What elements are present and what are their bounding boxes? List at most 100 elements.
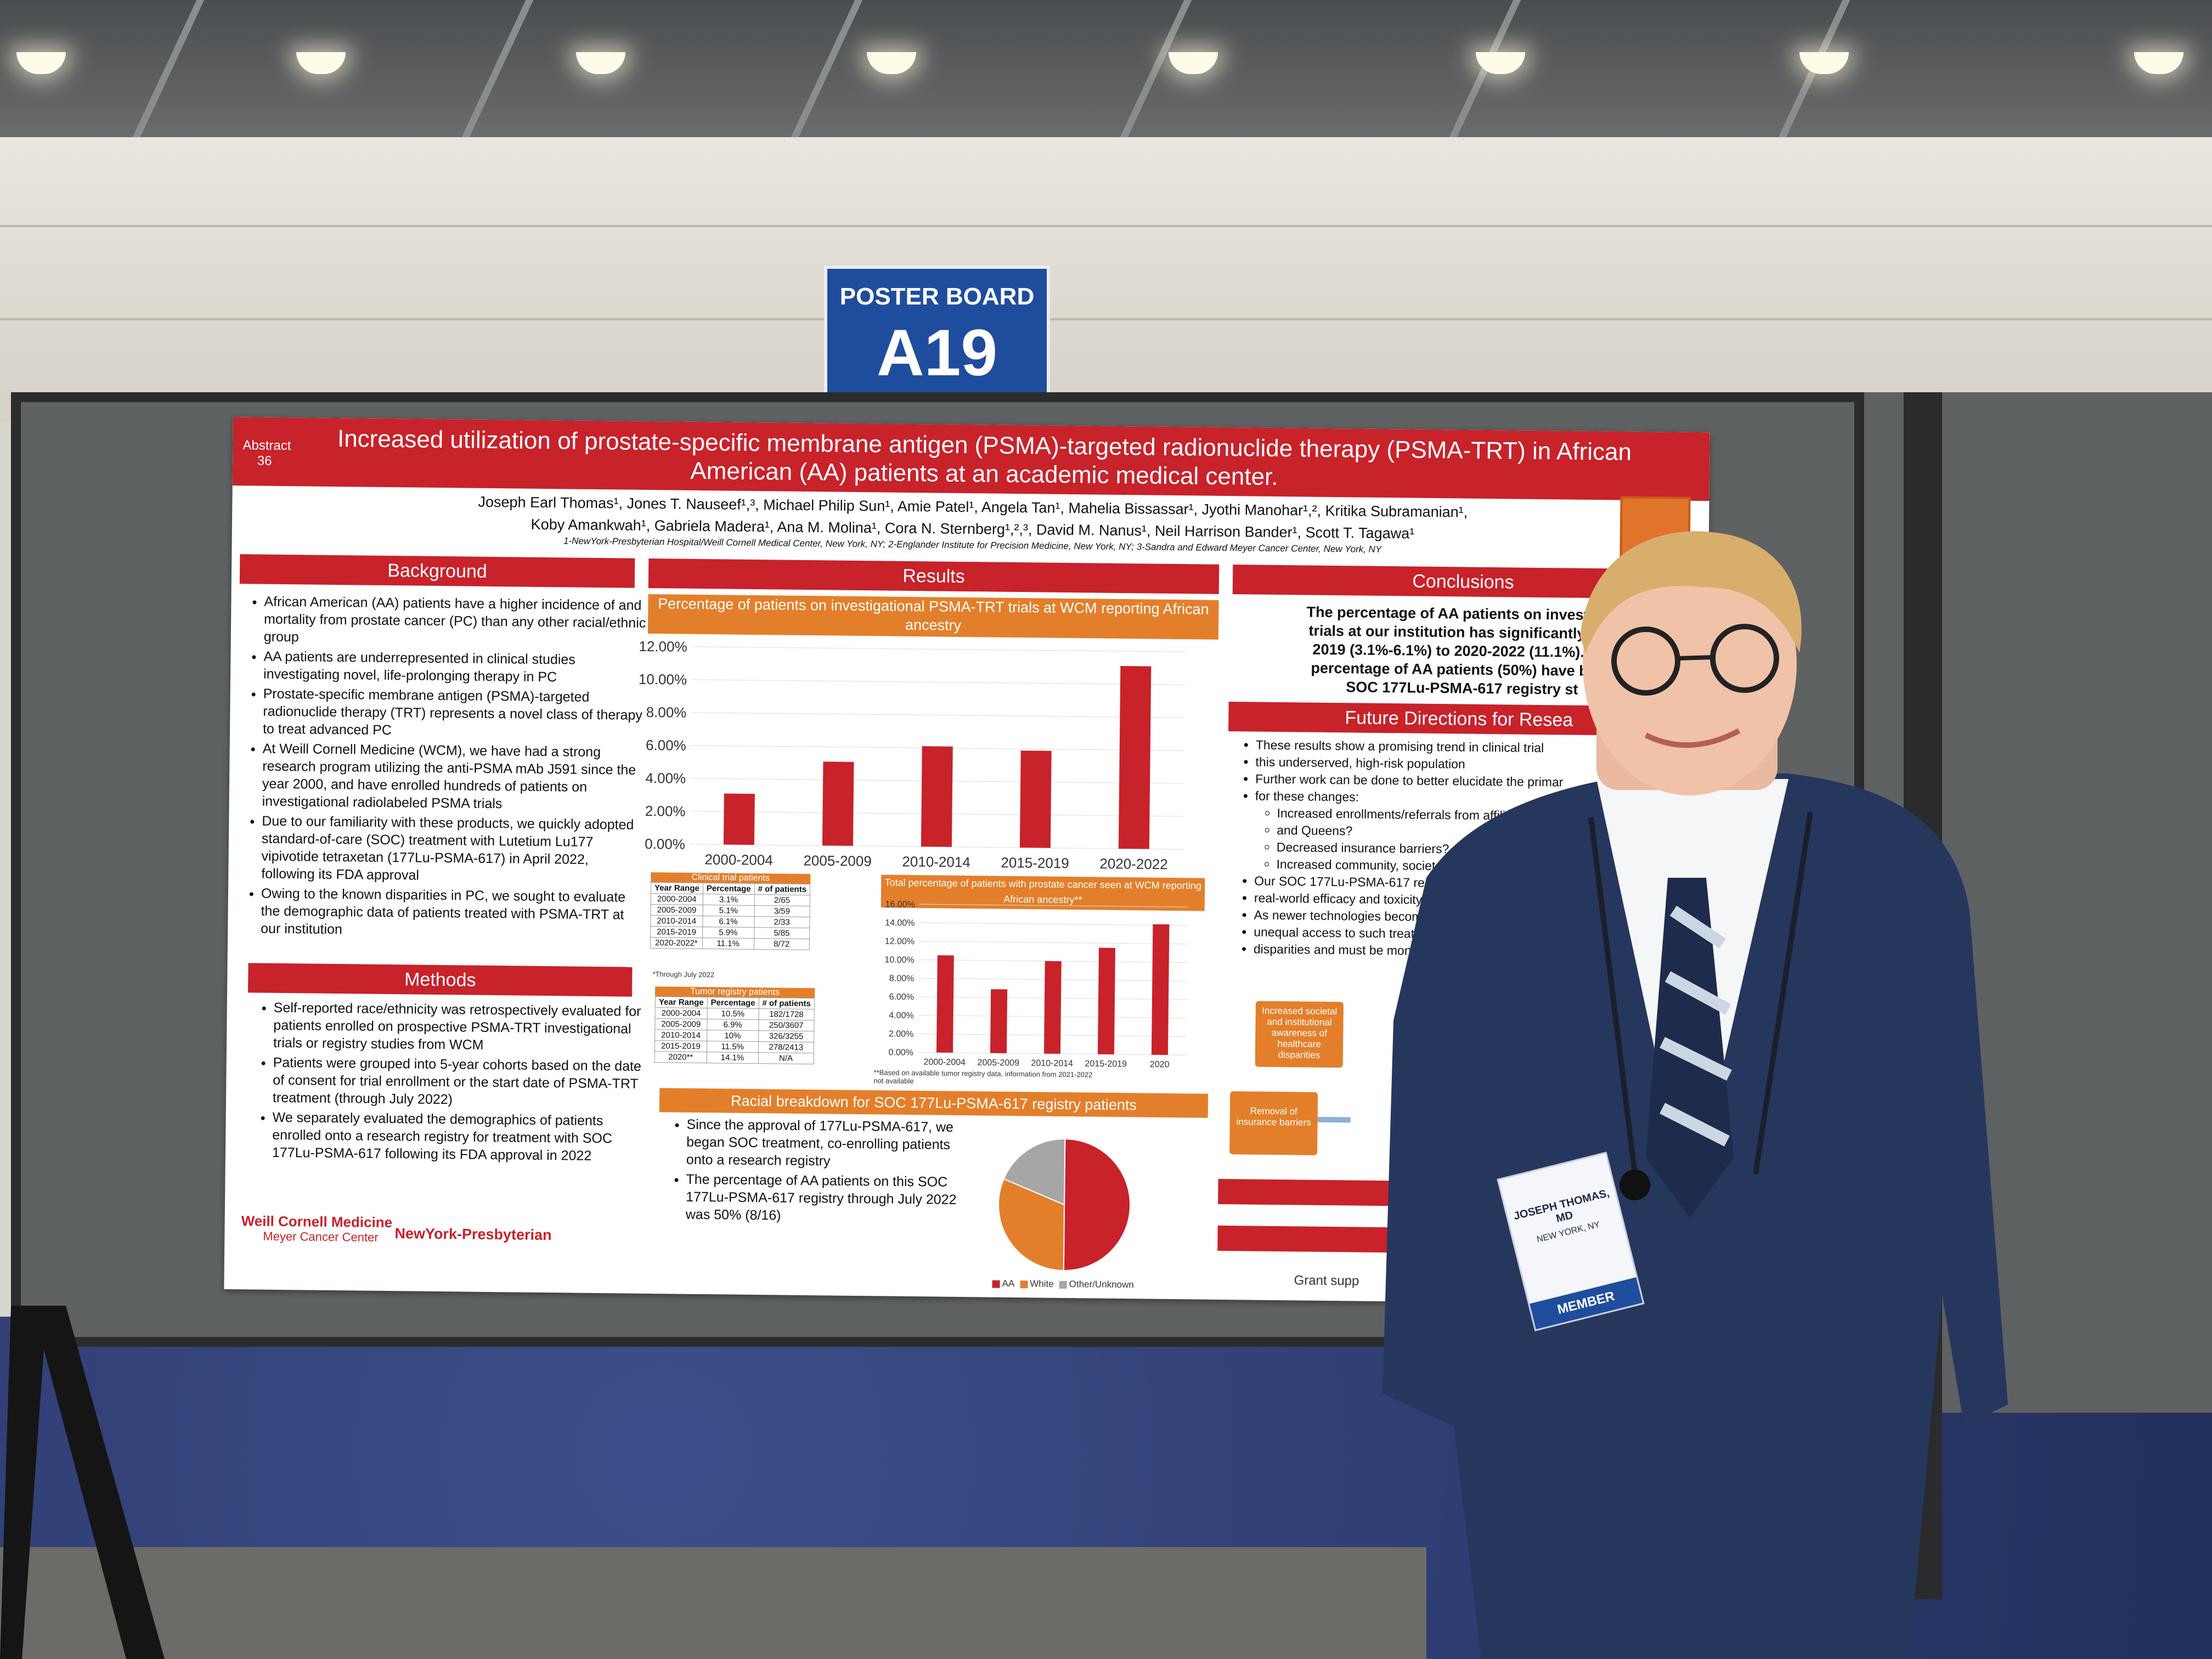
weill-cornell-logo: Weill Cornell Medicine [241, 1212, 393, 1231]
table-header-cell: Year Range [655, 996, 708, 1008]
x-tick-label: 2010-2014 [1031, 1059, 1073, 1069]
bar [990, 989, 1008, 1053]
x-tick-label: 2010-2014 [902, 853, 970, 870]
flow-arrow [1317, 1116, 1351, 1123]
bullet-item: Due to our familiarity with these produc… [261, 812, 646, 887]
ceiling [0, 0, 2212, 137]
chart2-footnote: **Based on available tumor registry data… [873, 1068, 1093, 1086]
table-cell: 8/72 [753, 938, 810, 950]
y-tick-label: 8.00% [889, 974, 915, 983]
table-cell: 2005-2009 [654, 1018, 707, 1030]
table-cell: 326/3255 [758, 1030, 814, 1042]
table-cell: 10.5% [707, 1008, 759, 1020]
ceiling-lamp [1169, 52, 1218, 74]
table-cell: 3/59 [754, 905, 810, 917]
x-tick-label: 2015-2019 [1085, 1059, 1127, 1069]
table-cell: N/A [758, 1052, 814, 1064]
bar [921, 746, 953, 847]
clinical-trial-table: Clinical trial patients Year Range Percen… [650, 872, 811, 950]
table-cell: 278/2413 [758, 1041, 814, 1053]
ceiling-lamp [1799, 52, 1849, 74]
y-tick-label: 10.00% [639, 671, 687, 688]
table-cell: 14.1% [706, 1052, 759, 1064]
table2-body: 2000-2004 10.5% 182/1728 2005-2009 6.9% 250/3… [654, 1007, 815, 1064]
y-tick-label: 6.00% [889, 992, 915, 1002]
ceiling-lamp [2134, 52, 2183, 74]
gridline [919, 922, 1188, 926]
racial-pie-chart [998, 1138, 1131, 1271]
bar [723, 793, 755, 845]
results-heading: Results [648, 558, 1220, 594]
lanyard [1588, 811, 1813, 1175]
sign-label: POSTER BOARD [839, 283, 1035, 310]
table-row: 2020** 14.1% N/A [654, 1051, 814, 1064]
bullet-item: We separately evaluated the demographics… [272, 1109, 651, 1165]
pie-slice [998, 1178, 1065, 1271]
table-cell: 2015-2019 [650, 926, 703, 938]
table-cell: 2015-2019 [654, 1040, 707, 1052]
table-cell: 5/85 [754, 927, 810, 939]
gridline [691, 712, 1185, 718]
x-tick-label: 2005-2009 [803, 852, 872, 869]
x-tick-label: 2000-2004 [923, 1058, 966, 1068]
table-cell: 11.5% [707, 1041, 759, 1053]
registry-bar-chart: 0.00% 2.00% 4.00% 6.00% 8.00% 10.00% 12.00% 14.… [884, 900, 1188, 1069]
research-poster: Abstract 36 Increased utilization of pro… [224, 417, 1710, 1305]
table-cell: 2020** [654, 1051, 707, 1063]
table1-footnote: *Through July 2022 [652, 970, 715, 979]
bullet-item: AA patients are underrepresented in clin… [263, 648, 648, 687]
poster-header: Abstract 36 Increased utilization of pro… [232, 417, 1710, 501]
table-cell: 2005-2009 [651, 904, 703, 916]
suit-jacket [1383, 774, 2008, 1659]
bullet-item: At Weill Cornell Medicine (WCM), we have… [262, 740, 646, 814]
y-tick-label: 10.00% [884, 955, 914, 965]
table-header-cell: # of patients [754, 883, 810, 895]
y-tick-label: 0.00% [645, 836, 685, 853]
table-cell: 5.1% [702, 905, 754, 917]
gridline [919, 904, 1188, 907]
table-row: 2020-2022* 11.1% 8/72 [650, 937, 810, 950]
pie-slice [1003, 1138, 1066, 1206]
x-tick-label: 2005-2009 [977, 1058, 1019, 1068]
sign-number: A19 [876, 316, 998, 390]
face [1583, 532, 1797, 795]
y-tick-label: 12.00% [885, 937, 915, 947]
bar [1097, 947, 1115, 1054]
table-cell: 11.1% [702, 938, 754, 950]
table-header-cell: # of patients [758, 997, 815, 1009]
y-tick-label: 0.00% [888, 1048, 913, 1057]
y-tick-label: 8.00% [646, 704, 687, 721]
easel-stand [0, 1306, 165, 1659]
table-cell: 2000-2004 [651, 893, 703, 905]
bullet-item: Self-reported race/ethnicity was retrosp… [273, 999, 652, 1056]
newyork-presbyterian-logo: NewYork-Presbyterian [394, 1225, 552, 1244]
bullet-item: Prostate-specific membrane antigen (PSMA… [263, 685, 647, 742]
chart1-title: Percentage of patients on investigationa… [647, 594, 1219, 640]
pie-legend: AA White Other/Unknown [986, 1278, 1134, 1290]
legend-swatch [992, 1280, 1000, 1288]
grant-support: Grant supp [1294, 1273, 1359, 1289]
y-tick-label: 4.00% [645, 770, 686, 787]
legend-label: White [1030, 1278, 1054, 1289]
x-tick-label: 2020 [1150, 1060, 1170, 1069]
table-cell: 5.9% [702, 927, 754, 939]
flow-box-awareness: Increased societal and institutional awa… [1255, 1001, 1344, 1068]
table-cell: 250/3607 [758, 1019, 814, 1031]
ceiling-lamp [296, 52, 346, 74]
bullet-item: Since the approval of 177Lu-PSMA-617, we… [686, 1116, 961, 1171]
bar [1151, 924, 1170, 1055]
background-list: African American (AA) patients have a hi… [239, 592, 648, 944]
table-cell: 10% [707, 1030, 759, 1042]
bar [1043, 961, 1062, 1054]
ceiling-truss [791, 0, 863, 137]
ceiling-lamp [16, 52, 66, 74]
floor [0, 1547, 1426, 1659]
x-tick-label: 2015-2019 [1001, 854, 1069, 871]
meyer-cancer-center-label: Meyer Cancer Center [263, 1229, 379, 1244]
methods-list: Self-reported race/ethnicity was retrosp… [250, 998, 652, 1167]
bar [936, 955, 954, 1053]
y-tick-label: 6.00% [646, 737, 686, 754]
y-tick-label: 2.00% [889, 1029, 914, 1039]
ceiling-truss [132, 0, 205, 137]
gridline [919, 941, 1188, 945]
